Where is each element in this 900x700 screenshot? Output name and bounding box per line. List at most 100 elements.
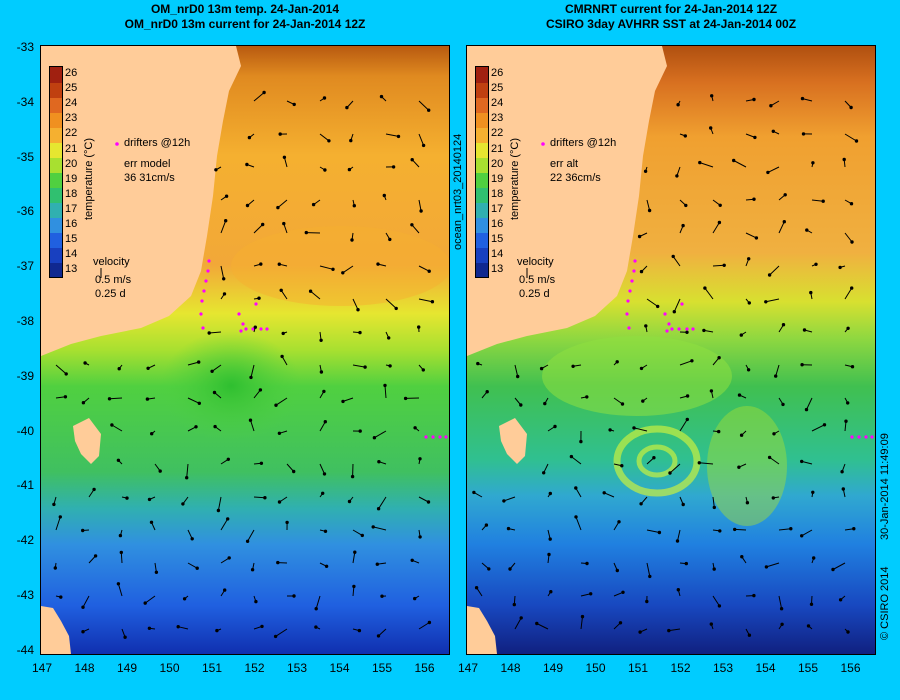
err-value-left: 36 31cm/s (124, 172, 175, 184)
longitude-tick: 151 (201, 661, 223, 675)
longitude-tick: 154 (755, 661, 776, 675)
tasmania-coast (41, 606, 71, 654)
longitude-tick: 147 (457, 661, 479, 675)
latitude-tick: -44 (16, 642, 34, 657)
latitude-tick: -38 (16, 314, 34, 328)
latitude-tick: -39 (16, 368, 34, 383)
current-vectors (52, 90, 435, 639)
err-label-right: err alt (550, 158, 579, 170)
left-title-line1: OM_nrD0 13m temp. 24-Jan-2014 (150, 2, 340, 16)
colorbar-tick: 22 (491, 127, 504, 140)
colorbar-tick: 22 (65, 127, 78, 140)
colorbar-tick: 20 (65, 157, 78, 170)
left-map-model-temperature (40, 45, 450, 655)
right-title-line2: CSIRO 3day AVHRR SST at 24-Jan-2014 00Z (545, 17, 797, 31)
colorbar-tick: 14 (65, 248, 78, 261)
latitude-tick: -40 (16, 423, 34, 438)
colorbar-tick: 19 (491, 172, 504, 185)
right-title-line1: CMRNRT current for 24-Jan-2014 12Z (564, 2, 778, 16)
longitude-tick: 153 (286, 661, 308, 675)
colorbar-tick: 24 (65, 97, 78, 110)
colorbar-tick: 18 (65, 187, 78, 200)
colorbar-tick: 23 (65, 112, 78, 125)
current-vectors (472, 94, 859, 637)
drifter-tracks (625, 259, 874, 439)
err-value-right: 22 36cm/s (550, 172, 601, 184)
longitude-tick: 156 (414, 661, 435, 675)
velocity-label-right: velocity (517, 256, 554, 268)
colorbar-tick: 26 (491, 67, 504, 79)
colorbar-tick: 15 (65, 233, 78, 246)
colorbar-tick: 13 (65, 263, 78, 276)
colorbar-tick: 17 (65, 202, 78, 215)
temperature-colorbar (475, 66, 489, 278)
left-map-title: OM_nrD0 13m temp. 24-Jan-2014 OM_nrD0 13… (40, 2, 450, 34)
velocity-time-right: 0.25 d (519, 288, 550, 300)
tasmania-coast (467, 606, 497, 654)
longitude-tick: 154 (329, 661, 350, 675)
longitude-tick: 155 (371, 661, 393, 675)
longitude-tick: 155 (797, 661, 819, 675)
longitude-tick: 153 (712, 661, 734, 675)
colorbar-tick: 25 (491, 82, 504, 95)
eddy-swirl (613, 425, 701, 497)
drifters-legend-right: drifters @12h (550, 137, 617, 149)
latitude-tick: -43 (16, 588, 34, 602)
colorbar-label-left: temperature (°C) (83, 137, 95, 220)
warm-core (231, 226, 449, 306)
colorbar-tick: 25 (65, 82, 78, 95)
longitude-tick: 152 (244, 661, 265, 675)
longitude-tick: 150 (585, 661, 606, 675)
velocity-scale-left: 0.5 m/s (95, 274, 132, 286)
velocity-time-left: 0.25 d (95, 288, 126, 300)
colorbar-tick: 20 (491, 157, 504, 170)
colorbar-tick: 14 (491, 248, 504, 261)
colorbar-tick: 21 (65, 142, 78, 155)
copyright-label: © CSIRO 2014 (879, 566, 891, 640)
right-map-satellite-sst (466, 45, 876, 655)
latitude-tick: -37 (16, 259, 34, 274)
longitude-tick: 148 (74, 661, 95, 675)
longitude-tick: 149 (116, 661, 138, 675)
run-id-label: ocean_nrt03_20140124 (452, 133, 464, 250)
longitude-tick: 151 (627, 661, 649, 675)
longitude-tick: 147 (31, 661, 53, 675)
colorbar-tick: 19 (65, 172, 78, 185)
right-map-title: CMRNRT current for 24-Jan-2014 12Z CSIRO… (466, 2, 876, 34)
colorbar-tick: 26 (65, 67, 78, 79)
colorbar-tick: 24 (491, 97, 504, 110)
latitude-tick: -42 (16, 533, 34, 548)
longitude-tick: 149 (542, 661, 564, 675)
flinders-island (499, 418, 527, 464)
cold-eddy (161, 331, 301, 441)
australia-mainland (467, 46, 667, 356)
drifters-legend-left: drifters @12h (124, 137, 191, 149)
colorbar-tick: 16 (491, 218, 504, 230)
colorbar-tick: 23 (491, 112, 504, 125)
drifter-legend-marker (541, 142, 545, 146)
colorbar-label-right: temperature (°C) (509, 137, 521, 220)
colorbar-tick: 16 (65, 218, 78, 230)
colorbar-tick: 18 (491, 187, 504, 200)
temperature-colorbar (49, 66, 63, 278)
left-title-line2: OM_nrD0 13m current for 24-Jan-2014 12Z (124, 17, 366, 31)
latitude-tick: -36 (16, 204, 34, 219)
drifter-legend-marker (115, 142, 119, 146)
warm-filament (542, 336, 732, 416)
latitude-tick: -34 (16, 94, 34, 109)
err-label-left: err model (124, 158, 171, 170)
colorbar-tick: 21 (491, 142, 504, 155)
latitude-tick: -35 (16, 149, 34, 164)
timestamp-label: 30-Jan-2014 11:49:09 (879, 433, 891, 540)
velocity-label-left: velocity (93, 256, 130, 268)
longitude-tick: 152 (670, 661, 691, 675)
flinders-island (73, 418, 101, 464)
longitude-tick: 148 (500, 661, 521, 675)
longitude-tick: 156 (840, 661, 861, 675)
longitude-tick: 150 (159, 661, 180, 675)
drifter-tracks (199, 259, 448, 439)
velocity-scale-right: 0.5 m/s (519, 274, 556, 286)
colorbar-tick: 17 (491, 202, 504, 215)
latitude-tick: -41 (16, 478, 34, 493)
colorbar-tick: 13 (491, 263, 504, 276)
